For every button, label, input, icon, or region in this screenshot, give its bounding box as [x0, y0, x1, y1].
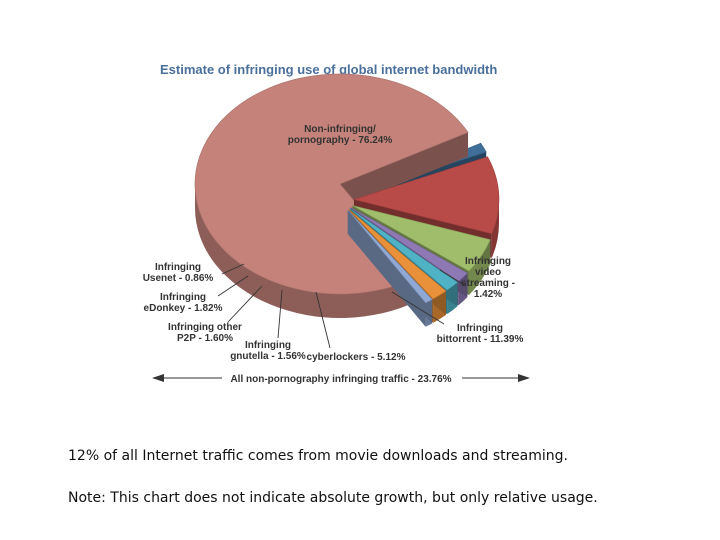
leader-usenet — [221, 263, 245, 275]
note-traffic: 12% of all Internet traffic comes from m… — [68, 448, 568, 464]
slice-0 — [194, 73, 469, 295]
leader-gnutella — [277, 289, 283, 339]
leader-bittorrent — [391, 291, 445, 325]
label-usenet: Infringing Usenet - 0.86% — [143, 262, 214, 284]
pie-chart: Non-infringing/pornography - 76.24% Infri… — [143, 73, 530, 385]
label-edonkey: Infringing eDonkey - 1.82% — [144, 292, 223, 314]
arrow-left-icon — [152, 374, 164, 382]
chart-title: Estimate of infringing use of global int… — [160, 62, 498, 77]
slice-5 — [349, 208, 458, 291]
bracket-label: All non-pornography infringing traffic -… — [230, 374, 451, 385]
leader-edonkey — [217, 275, 249, 297]
label-non-infringing: Non-infringing/pornography - 76.24% — [288, 124, 393, 146]
slice-7 — [347, 209, 433, 304]
slice-3 — [352, 205, 491, 272]
slice-6 — [348, 209, 447, 300]
label-video-streaming: Infringing video streaming -1.42% — [461, 256, 515, 300]
label-other-p2p: Infringing other P2P - 1.60% — [168, 322, 242, 344]
slice-side-0 — [195, 184, 418, 318]
label-bittorrent: Infringing bittorrent - 11.39% — [437, 323, 524, 345]
leader-cyberlockers — [315, 291, 331, 349]
leader-other-p2p — [227, 285, 263, 323]
label-cyberlockers: cyberlockers - 5.12% — [307, 352, 406, 363]
slice-edge-0-1 — [340, 132, 469, 208]
leader-video — [439, 269, 467, 287]
label-gnutella: Infringing gnutella - 1.56% — [230, 340, 306, 362]
arrow-right-icon — [518, 374, 530, 382]
slice-side-2 — [491, 199, 499, 258]
slice-2 — [352, 156, 500, 235]
slice-edge-7-1 — [347, 209, 426, 327]
note-relative-usage: Note: This chart does not indicate absol… — [68, 490, 598, 506]
